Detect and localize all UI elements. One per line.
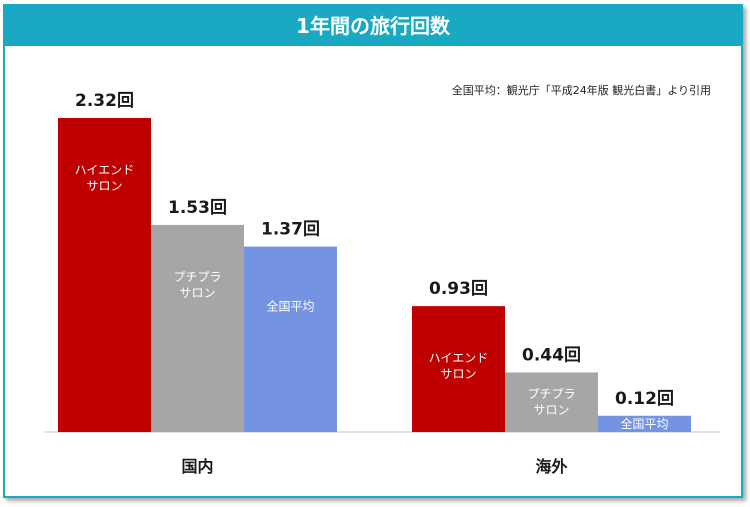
bar-series-label: 全国平均 xyxy=(620,416,668,431)
chart-title: 1年間の旅行回数 xyxy=(5,6,741,46)
bar-series-label: 全国平均 xyxy=(266,299,314,314)
bar-series-label: ハイエンド xyxy=(429,351,489,365)
bar-series-label: サロン xyxy=(86,179,122,193)
bar xyxy=(151,224,244,432)
category-label: 国内 xyxy=(181,457,213,476)
bar xyxy=(598,415,691,432)
bar xyxy=(244,246,337,432)
data-label: 0.44回 xyxy=(522,345,581,365)
source-note: 全国平均：観光庁「平成24年版 観光白書」より引用 xyxy=(451,84,711,97)
bar xyxy=(412,306,505,432)
bar-series-label: プチプラ xyxy=(173,270,221,284)
data-label: 2.32回 xyxy=(75,91,134,111)
data-label: 0.93回 xyxy=(429,279,488,299)
bar-series-label: サロン xyxy=(533,403,569,417)
bar xyxy=(58,118,151,432)
bar-series-label: サロン xyxy=(179,286,215,300)
category-label: 海外 xyxy=(535,457,567,476)
bar-series-label: サロン xyxy=(440,367,476,381)
bar xyxy=(505,372,598,432)
data-label: 1.53回 xyxy=(168,198,227,218)
bar-series-label: プチプラ xyxy=(527,387,575,401)
data-label: 1.37回 xyxy=(261,220,320,240)
bar-series-label: ハイエンド xyxy=(75,163,135,177)
data-label: 0.12回 xyxy=(615,389,674,409)
